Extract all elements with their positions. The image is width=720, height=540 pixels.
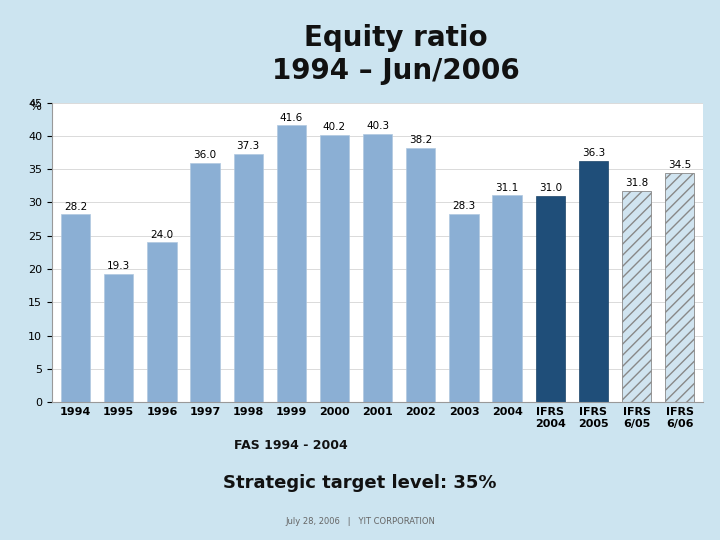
Bar bbox=[492, 195, 522, 402]
Bar bbox=[276, 125, 306, 402]
Text: 28.2: 28.2 bbox=[64, 202, 87, 212]
Text: 1994 – Jun/2006: 1994 – Jun/2006 bbox=[272, 57, 520, 85]
Text: 38.2: 38.2 bbox=[409, 135, 433, 145]
Text: 37.3: 37.3 bbox=[237, 141, 260, 151]
Bar bbox=[147, 242, 176, 402]
Bar bbox=[104, 274, 133, 402]
Bar bbox=[449, 214, 479, 402]
Text: 41.6: 41.6 bbox=[279, 112, 303, 123]
Text: Strategic target level: 35%: Strategic target level: 35% bbox=[223, 474, 497, 492]
Bar bbox=[579, 160, 608, 402]
Bar bbox=[233, 154, 263, 402]
Bar bbox=[665, 172, 694, 402]
Bar bbox=[536, 196, 565, 402]
Text: 31.8: 31.8 bbox=[625, 178, 648, 188]
Bar bbox=[363, 134, 392, 402]
Bar bbox=[320, 134, 349, 402]
Text: 24.0: 24.0 bbox=[150, 230, 174, 240]
Text: 40.2: 40.2 bbox=[323, 122, 346, 132]
Text: 31.1: 31.1 bbox=[495, 183, 518, 192]
Bar bbox=[190, 163, 220, 402]
Bar bbox=[406, 148, 436, 402]
Bar bbox=[622, 191, 651, 402]
Text: 36.3: 36.3 bbox=[582, 148, 605, 158]
Text: %: % bbox=[29, 100, 41, 113]
Text: Equity ratio: Equity ratio bbox=[304, 24, 488, 52]
Text: 40.3: 40.3 bbox=[366, 122, 390, 131]
Text: 34.5: 34.5 bbox=[668, 160, 691, 170]
Bar bbox=[61, 214, 90, 402]
Text: 19.3: 19.3 bbox=[107, 261, 130, 271]
Text: 36.0: 36.0 bbox=[194, 150, 217, 160]
Text: 28.3: 28.3 bbox=[452, 201, 476, 211]
Text: 31.0: 31.0 bbox=[539, 183, 562, 193]
Text: FAS 1994 - 2004: FAS 1994 - 2004 bbox=[235, 439, 348, 452]
Text: July 28, 2006   |   YIT CORPORATION: July 28, 2006 | YIT CORPORATION bbox=[285, 517, 435, 526]
